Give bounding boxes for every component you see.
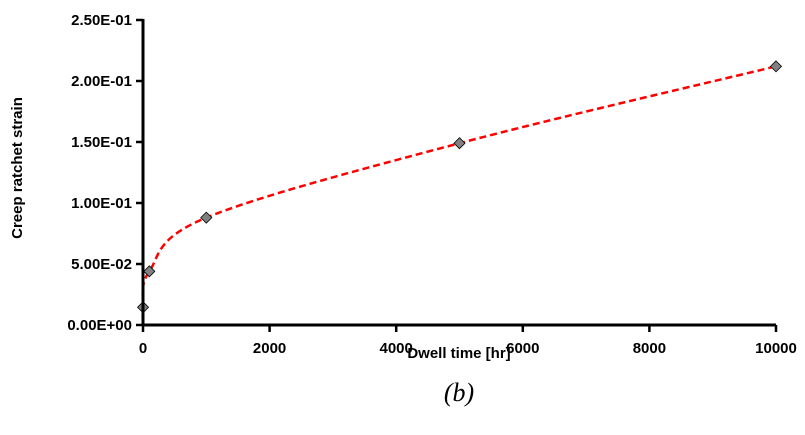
y-tick-label: 2.00E-01 — [71, 73, 132, 90]
x-tick-label: 2000 — [253, 340, 286, 357]
y-tick-label: 2.50E-01 — [71, 12, 132, 29]
x-tick-label: 10000 — [755, 340, 797, 357]
x-tick-label: 6000 — [506, 340, 539, 357]
data-point — [143, 265, 156, 278]
y-tick-label: 0.00E+00 — [67, 317, 132, 334]
y-tick-label: 5.00E-02 — [71, 256, 132, 273]
data-point — [200, 211, 213, 224]
y-tick-labels: 0.00E+00 5.00E-02 1.00E-01 1.50E-01 2.00E-01… — [67, 12, 132, 334]
y-tick-label: 1.50E-01 — [71, 134, 132, 151]
data-point — [769, 60, 783, 73]
x-tick-label: 4000 — [380, 340, 413, 357]
figure-caption: (b) — [444, 378, 474, 407]
y-axis-title: Creep ratchet strain — [9, 97, 26, 239]
trendline-group — [141, 65, 777, 323]
data-point — [453, 137, 466, 150]
data-points — [136, 60, 783, 314]
trendline — [141, 65, 777, 323]
x-tick-label: 8000 — [633, 340, 666, 357]
x-tick-labels: 0 2000 4000 6000 8000 10000 — [139, 340, 797, 357]
x-tick-label: 0 — [139, 340, 147, 357]
x-axis-title: Dwell time [hr] — [407, 345, 510, 362]
y-tick-label: 1.00E-01 — [71, 195, 132, 212]
